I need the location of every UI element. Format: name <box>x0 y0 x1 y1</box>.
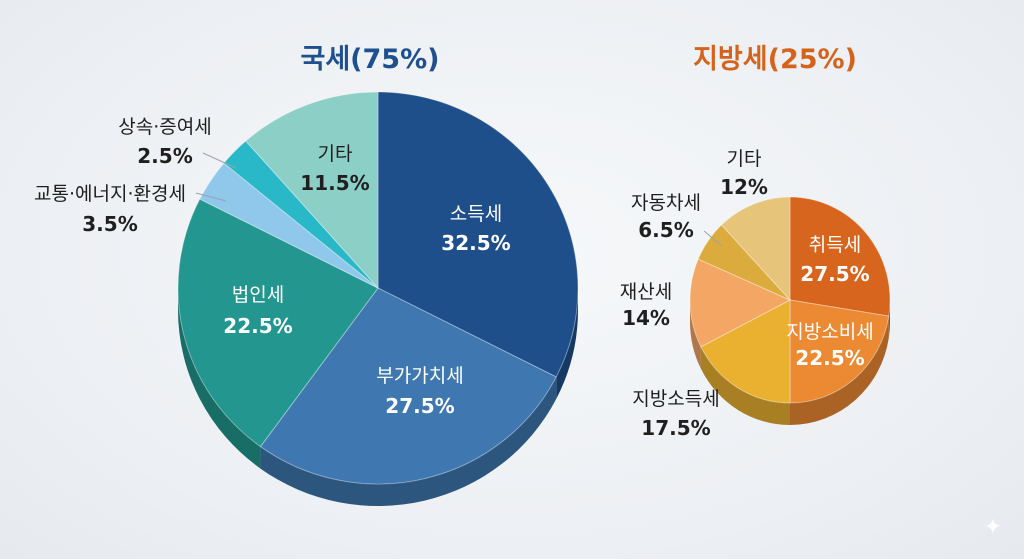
pie-slice-1-3 <box>689 258 792 348</box>
pie-slice-side-1-1 <box>790 316 889 425</box>
pie-slice-1-5 <box>720 196 791 302</box>
pie-slice-0-2 <box>177 198 379 448</box>
pie-slice-1-0 <box>789 196 891 317</box>
pie-slice-side-0-2 <box>178 288 261 469</box>
slice-value-label: 2.5% <box>137 144 192 168</box>
pie-slice-side-1-0 <box>888 300 890 339</box>
national-tax-title: 국세(75%) <box>301 44 440 75</box>
pie-slice-0-5 <box>245 91 379 290</box>
pie-slice-side-1-2 <box>700 346 790 425</box>
slice-value-label: 17.5% <box>641 416 710 440</box>
slice-value-label: 6.5% <box>638 218 693 242</box>
slice-name-label: 재산세 <box>620 281 672 303</box>
national-tax-pie: 소득세 32.5% 부가가치세 27.5% 법인세 22.5% 교통·에너지·환경세 3.5%… <box>34 91 579 506</box>
sparkle-icon: ✦ <box>983 515 1002 540</box>
leader-line-0-4 <box>202 152 237 169</box>
slice-name-label: 지방소득세 <box>632 388 719 410</box>
pie-slice-0-1 <box>259 287 557 485</box>
slice-name-label: 교통·에너지·환경세 <box>34 183 186 205</box>
slice-value-label: 11.5% <box>300 171 369 195</box>
pie-slice-0-4 <box>223 140 379 289</box>
slice-value-label: 27.5% <box>385 394 454 418</box>
pie-slice-1-2 <box>700 299 791 404</box>
slice-name-label: 기타 <box>727 148 762 170</box>
slice-name-label: 부가가치세 <box>376 365 463 387</box>
slice-value-label: 22.5% <box>223 314 292 338</box>
slice-name-label: 자동차세 <box>631 192 701 214</box>
slice-value-label: 12% <box>720 175 768 199</box>
pie-slice-side-1-3 <box>690 300 701 369</box>
pie-slice-0-3 <box>199 162 379 289</box>
slice-name-label: 소득세 <box>450 203 502 225</box>
slice-value-label: 22.5% <box>795 346 864 370</box>
slice-value-label: 32.5% <box>441 231 510 255</box>
local-tax-title: 지방세(25%) <box>693 44 857 75</box>
pie-slice-side-0-1 <box>260 376 557 506</box>
pie-slice-0-0 <box>377 91 579 378</box>
leader-line-0-3 <box>195 192 227 202</box>
local-tax-pie: 취득세 27.5% 지방소비세 22.5% 지방소득세 17.5% 재산세 14% 자동차세 6.… <box>620 148 891 440</box>
slice-value-label: 3.5% <box>82 212 137 236</box>
pie-slice-1-1 <box>789 299 890 404</box>
slice-name-label: 상속·증여세 <box>118 116 211 138</box>
slice-name-label: 지방소비세 <box>786 321 873 343</box>
pie-slice-1-4 <box>697 224 791 301</box>
leader-line-1-4 <box>703 230 723 247</box>
slice-name-label: 기타 <box>318 143 353 165</box>
pie-slice-side-0-0 <box>556 288 578 399</box>
slice-value-label: 14% <box>622 306 670 330</box>
slice-name-label: 법인세 <box>232 284 284 306</box>
slice-name-label: 취득세 <box>809 234 861 256</box>
slice-value-label: 27.5% <box>800 262 869 286</box>
